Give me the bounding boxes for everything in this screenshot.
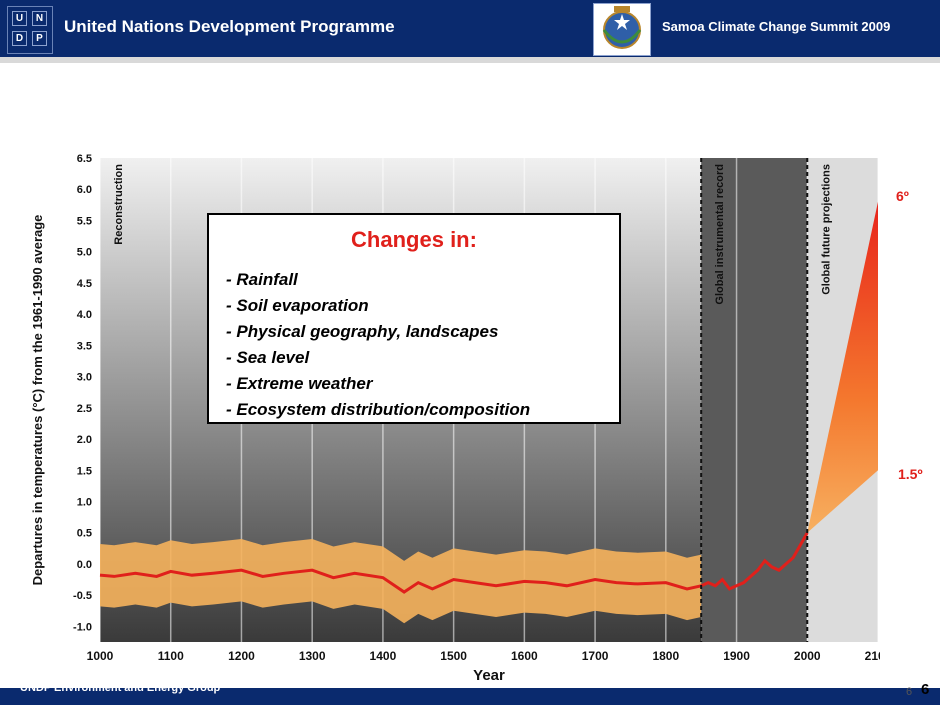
projection-wedge <box>807 201 878 533</box>
y-tick-label: 4.5 <box>77 278 92 290</box>
x-tick-label: 1100 <box>158 649 184 663</box>
x-tick-label: 1700 <box>582 649 609 663</box>
region-label: Global future projections <box>820 164 832 295</box>
y-tick-label: 3.0 <box>77 372 92 384</box>
logo-letter-d: D <box>12 31 27 46</box>
y-tick-label: 2.5 <box>77 403 92 415</box>
page-number: 6 <box>921 681 930 698</box>
y-tick-label: 5.0 <box>77 247 92 259</box>
y-tick-label: -1.0 <box>73 621 92 633</box>
x-tick-label: 1300 <box>299 649 326 663</box>
y-axis-label: Departures in temperatures (°C) from the… <box>30 215 45 586</box>
list-item: - Sea level <box>226 348 310 367</box>
region-label: Reconstruction <box>113 164 125 245</box>
y-tick-label: 4.0 <box>77 309 92 321</box>
list-item: - Extreme weather <box>226 374 373 393</box>
undp-logo: U N D P <box>7 6 53 54</box>
x-tick-label: 2100 <box>865 649 880 663</box>
logo-letter-u: U <box>12 11 27 26</box>
logo-letter-n: N <box>32 11 47 26</box>
list-item: - Ecosystem distribution/composition <box>226 400 531 419</box>
x-tick-label: 1800 <box>652 649 679 663</box>
y-tick-label: 5.5 <box>77 215 92 227</box>
x-tick-label: 1600 <box>511 649 538 663</box>
annotation-6-degrees: 6º <box>896 188 909 204</box>
samoa-seal-icon <box>593 3 651 56</box>
x-tick-label: 1200 <box>228 649 255 663</box>
y-tick-label: 6.5 <box>77 153 92 165</box>
page-number-small: 6 <box>906 686 913 698</box>
changes-list: - Rainfall - Soil evaporation - Physical… <box>226 267 530 423</box>
list-item: - Rainfall <box>226 270 298 289</box>
annotation-1-5-degrees: 1.5º <box>898 466 923 482</box>
x-axis-label: Year <box>473 667 505 684</box>
changes-title: Changes in: <box>351 227 477 252</box>
temperature-series-line <box>99 531 809 594</box>
header-bar <box>0 0 940 57</box>
list-item: - Physical geography, landscapes <box>226 322 499 341</box>
y-tick-label: 1.5 <box>77 465 92 477</box>
org-title: United Nations Development Programme <box>64 17 395 36</box>
summit-title: Samoa Climate Change Summit 2009 <box>662 19 891 34</box>
footer-bar <box>0 688 940 705</box>
y-tick-label: 1.0 <box>77 496 92 508</box>
changes-box: Changes in: - Rainfall - Soil evaporatio… <box>207 213 621 424</box>
header-divider <box>0 57 940 63</box>
list-item: - Soil evaporation <box>226 296 369 315</box>
y-tick-label: 2.0 <box>77 434 92 446</box>
x-tick-label: 2000 <box>794 649 821 663</box>
x-tick-label: 1900 <box>723 649 750 663</box>
y-tick-label: 3.5 <box>77 340 92 352</box>
y-tick-label: 0.0 <box>77 559 92 571</box>
x-tick-label: 1500 <box>440 649 467 663</box>
x-tick-label: 1400 <box>370 649 397 663</box>
logo-letter-p: P <box>32 31 47 46</box>
region-label: Global instrumental record <box>714 164 726 305</box>
uncertainty-band <box>100 538 702 624</box>
y-tick-label: 6.0 <box>77 184 92 196</box>
y-tick-label: -0.5 <box>73 590 92 602</box>
y-tick-label: 0.5 <box>77 528 92 540</box>
x-tick-label: 1000 <box>87 649 114 663</box>
footer-text: UNDP Environment and Energy Group <box>20 682 221 694</box>
